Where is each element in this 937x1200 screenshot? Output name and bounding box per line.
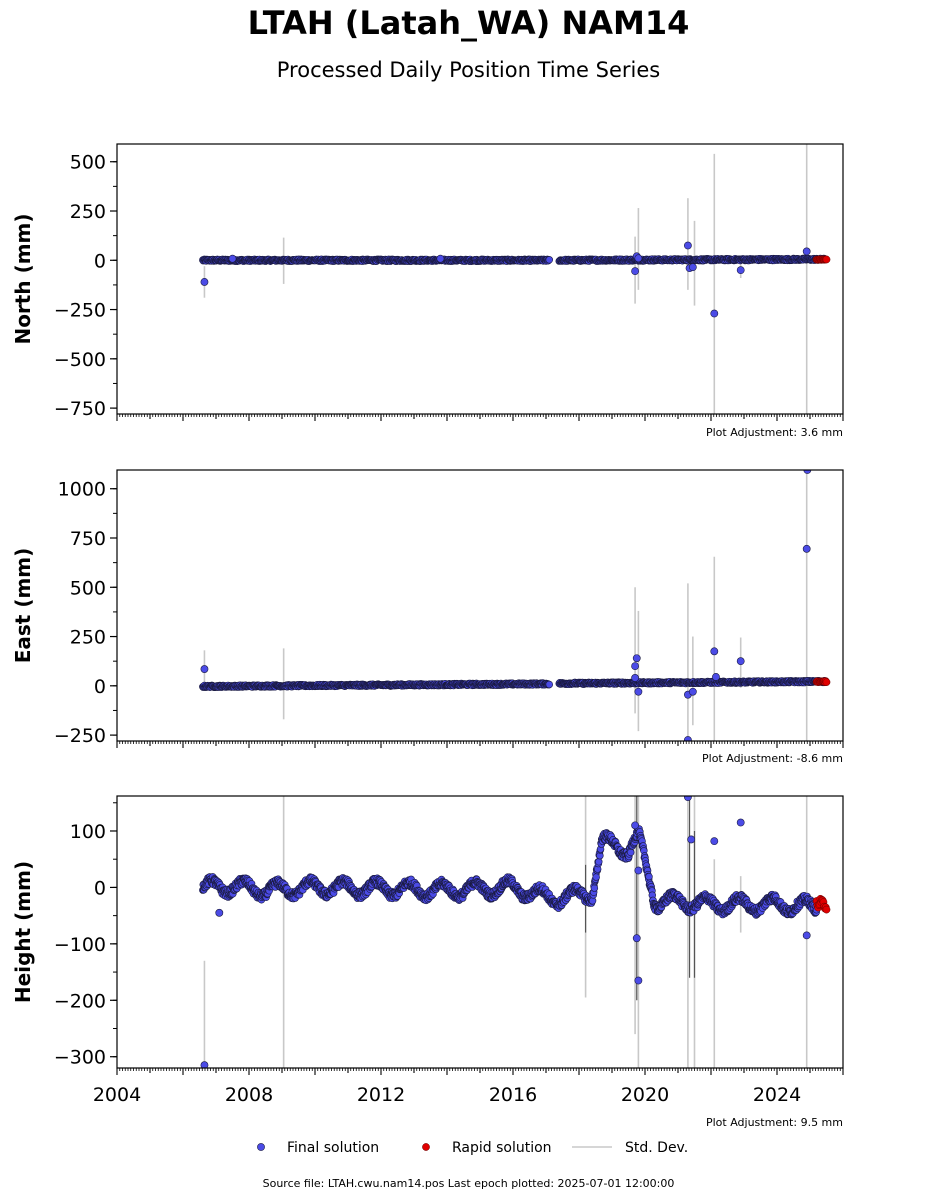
y-tick-label: 0 [94,877,106,899]
outlier-point [229,255,236,262]
legend-stddev-label: Std. Dev. [625,1140,688,1156]
x-tick-label: 2020 [621,1084,669,1106]
y-tick-label: 0 [94,676,106,698]
y-tick-label: 250 [70,201,106,223]
rapid-solution-points [813,256,830,264]
final-solution-points [199,794,820,1069]
rapid-point [823,906,830,913]
panel-3: 100 0 −100 −200 −300 2004 2008 2012 2016 2020 2024… [11,794,843,1129]
y-axis-label: North (mm) [11,213,35,344]
outlier-point [737,819,744,826]
x-tick-label: 2012 [357,1084,405,1106]
outlier-point [635,255,642,262]
y-axis-label: East (mm) [11,548,35,664]
outlier-point [712,673,719,680]
outlier-point [737,658,744,665]
outlier-point [711,310,718,317]
outlier-point [635,867,642,874]
plot-adjustment-label: Plot Adjustment: -8.6 mm [702,752,843,765]
data-point [646,873,653,880]
outlier-point [632,674,639,681]
plot-frame [117,470,843,741]
x-tick-label: 2004 [93,1084,141,1106]
y-tick-label: 750 [70,528,106,550]
plot-frame [117,144,843,414]
plot-area [199,466,830,743]
rapid-point [823,679,830,686]
outlier-point [633,655,640,662]
y-tick-label: 250 [70,627,106,649]
y-tick-label: −500 [54,349,106,371]
y-tick-label: −250 [54,725,106,747]
y-axis-label: Height (mm) [11,861,35,1003]
data-point [627,849,634,856]
y-tick-label: −200 [54,990,106,1012]
legend-rapid-marker [422,1143,429,1150]
outlier-point [201,278,208,285]
data-point [595,858,602,865]
legend-rapid-label: Rapid solution [452,1140,552,1156]
y-tick-label: 100 [70,821,106,843]
legend: Final solution Rapid solution Std. Dev. [257,1140,688,1156]
x-tick-label: 2016 [489,1084,537,1106]
y-tick-label: 500 [70,577,106,599]
y-tick-label: −250 [54,300,106,322]
outlier-point [635,977,642,984]
outlier-point [201,665,208,672]
outlier-point [684,736,691,743]
data-point [546,256,553,263]
y-tick-label: −750 [54,398,106,420]
data-point [593,874,600,881]
legend-final-marker [257,1143,264,1150]
stddev-bars [204,796,806,1068]
x-tick-label: 2024 [753,1084,801,1106]
outlier-point [803,545,810,552]
rapid-solution-points [813,895,830,913]
source-footer: Source file: LTAH.cwu.nam14.pos Last epo… [0,1177,937,1190]
outlier-point [803,932,810,939]
outlier-point [737,267,744,274]
legend-final-label: Final solution [287,1140,379,1156]
outlier-point [632,663,639,670]
rapid-point [823,256,830,263]
y-tick-label: −100 [54,934,106,956]
outlier-point [711,838,718,845]
plot-area [199,144,830,414]
outlier-point [684,794,691,801]
panel-2: 1000 750 500 250 0 −250 East (mm) Plot Adjustme… [11,466,843,765]
y-tick-label: 500 [70,152,106,174]
outlier-point [437,255,444,262]
panel-1: 500 250 0 −250 −500 −750 North (mm) Plot Adjust… [11,144,843,439]
plot-adjustment-label: Plot Adjustment: 9.5 mm [706,1116,843,1129]
outlier-point [689,688,696,695]
plot-area [199,794,830,1069]
outlier-point [689,264,696,271]
data-point [591,885,598,892]
x-tick-label: 2008 [225,1084,273,1106]
outlier-point [711,648,718,655]
stddev-bars [204,144,806,414]
outlier-point [632,268,639,275]
outlier-point [688,836,695,843]
outlier-point [216,909,223,916]
plot-adjustment-label: Plot Adjustment: 3.6 mm [706,426,843,439]
outlier-point [684,242,691,249]
final-solution-points [199,242,828,317]
outlier-point [635,688,642,695]
data-point [546,681,553,688]
rapid-solution-points [813,677,830,685]
final-solution-points [199,466,828,743]
stddev-bars [204,470,806,741]
y-tick-label: −300 [54,1047,106,1069]
plot-frame [117,796,843,1068]
outlier-point [803,248,810,255]
y-tick-label: 1000 [58,479,106,501]
outlier-point [633,935,640,942]
y-tick-label: 0 [94,250,106,272]
outlier-point [632,822,639,829]
